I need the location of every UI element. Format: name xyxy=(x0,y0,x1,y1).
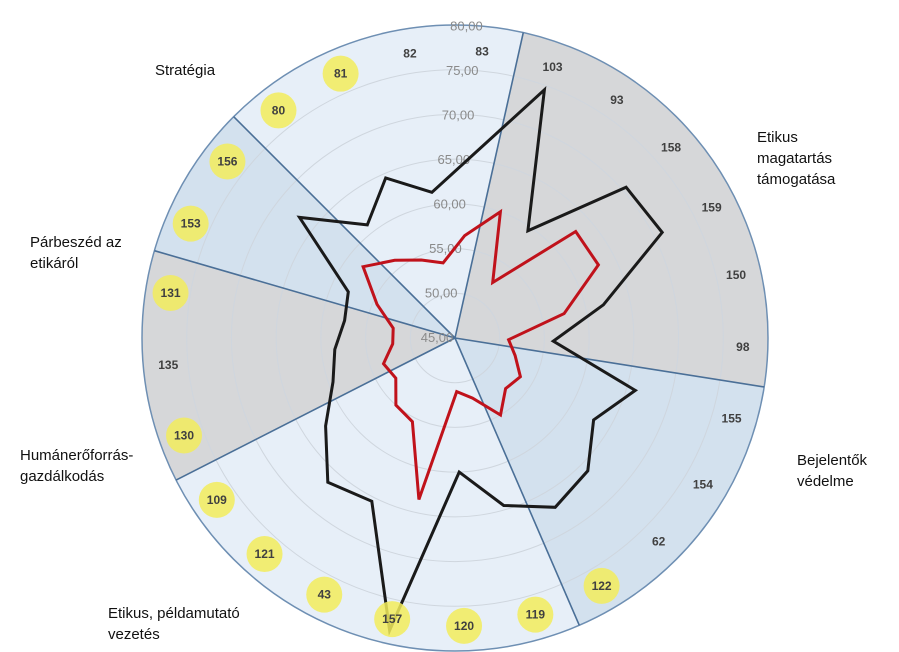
series-line xyxy=(361,208,601,500)
spoke-highlight xyxy=(446,607,483,644)
sector-label: Bejelentők védelme xyxy=(797,452,868,490)
sector-divider xyxy=(233,116,456,339)
ring-label: 80,00 xyxy=(450,18,483,33)
spoke-label: 131 xyxy=(161,286,181,300)
sector-label: Humánerőforrás-gazdálkodás xyxy=(20,447,133,485)
grid-ring xyxy=(186,69,724,607)
spoke-highlight xyxy=(246,536,283,573)
spoke-label: 81 xyxy=(334,67,348,81)
sector-label: Etikus, példamutató vezetés xyxy=(108,605,240,643)
grid-ring xyxy=(409,292,501,384)
spoke-labels: 83 103 93 158 159 150 98 155 154 62 122 119 120 157 43… xyxy=(152,44,750,644)
ring-label: 45,00 xyxy=(421,330,454,345)
sector-wedge xyxy=(455,338,765,626)
spoke-label: 130 xyxy=(174,429,194,443)
sector-wedge xyxy=(176,338,580,651)
spoke-highlight xyxy=(306,576,343,613)
sector-wedge xyxy=(455,32,768,387)
spoke-label: 153 xyxy=(181,217,201,231)
spoke-label: 157 xyxy=(382,612,402,626)
spoke-label: 80 xyxy=(272,103,286,117)
ring-label: 50,00 xyxy=(425,285,458,300)
sector-label: Etikus magatartás támogatása xyxy=(757,129,836,188)
sector-label: Párbeszéd az etikáról xyxy=(30,234,122,272)
ring-label: 75,00 xyxy=(446,63,479,78)
spoke-label: 156 xyxy=(217,154,237,168)
spoke-label: 150 xyxy=(726,268,746,282)
spoke-label: 98 xyxy=(736,340,750,354)
spoke-highlight xyxy=(166,417,203,454)
sector-divider xyxy=(454,337,765,388)
ring-label: 65,00 xyxy=(438,152,471,167)
spoke-highlight xyxy=(583,567,620,604)
spoke-label: 103 xyxy=(543,60,563,74)
spoke-label: 93 xyxy=(610,93,624,107)
spoke-label: 43 xyxy=(318,588,332,602)
outer-ring xyxy=(141,24,769,652)
spoke-highlight xyxy=(322,55,359,92)
sector-divider xyxy=(154,249,456,339)
sector-divider xyxy=(175,337,456,481)
spoke-highlight xyxy=(260,92,297,129)
spoke-highlight xyxy=(374,601,411,638)
spoke-label: 159 xyxy=(702,200,722,214)
spoke-label: 122 xyxy=(592,579,612,593)
series-lines xyxy=(296,85,665,636)
spoke-highlight xyxy=(152,274,189,311)
spoke-label: 154 xyxy=(693,478,713,492)
ring-value-labels: 45,00 50,00 55,00 60,00 65,00 70,00 75,00 80,00 xyxy=(421,18,483,345)
spoke-label: 62 xyxy=(652,535,666,549)
grid-ring xyxy=(230,113,680,563)
grid-ring xyxy=(320,203,590,473)
ring-label: 70,00 xyxy=(442,107,475,122)
ring-label: 55,00 xyxy=(429,241,462,256)
sector-label: Stratégia xyxy=(155,62,216,79)
spoke-label: 119 xyxy=(526,608,546,622)
ring-label: 60,00 xyxy=(433,196,466,211)
sector-dividers xyxy=(154,32,765,626)
spoke-label: 121 xyxy=(255,547,275,561)
spoke-label: 82 xyxy=(403,47,417,61)
spoke-label: 109 xyxy=(207,493,227,507)
spoke-highlight xyxy=(198,481,235,518)
spoke-highlight xyxy=(209,143,246,180)
sector-labels: Etikus magatartás támogatása Bejelentők véde… xyxy=(20,62,868,643)
spoke-label: 158 xyxy=(661,141,681,155)
radial-grid xyxy=(141,24,769,652)
grid-ring xyxy=(275,158,635,518)
spoke-label: 120 xyxy=(454,619,474,633)
spoke-label: 135 xyxy=(158,358,178,372)
spoke-label: 155 xyxy=(722,411,742,425)
spoke-label: 83 xyxy=(475,44,489,58)
spoke-highlight xyxy=(172,205,209,242)
sector-wedge xyxy=(141,250,455,481)
sector-divider xyxy=(454,32,525,339)
sector-wedge xyxy=(233,25,524,339)
spoke-highlight xyxy=(517,596,554,633)
sector-divider xyxy=(454,337,581,626)
series-line xyxy=(296,85,665,636)
